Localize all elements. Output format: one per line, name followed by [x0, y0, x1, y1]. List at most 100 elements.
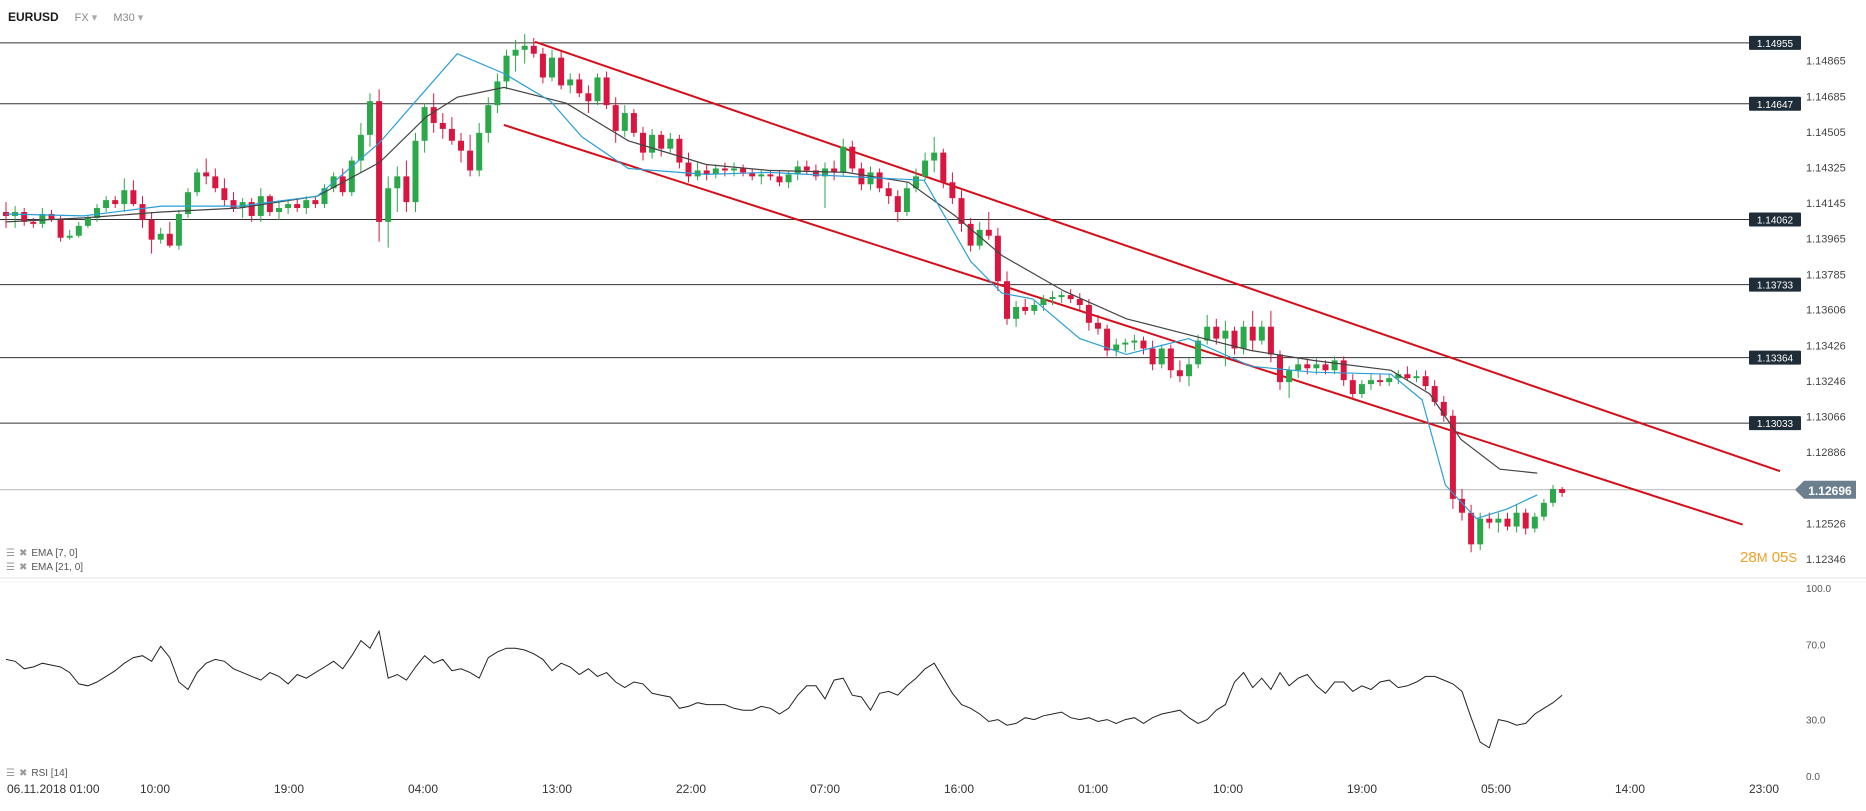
level-tag — [1749, 212, 1801, 227]
candle-body — [630, 113, 637, 133]
candle-body — [30, 221, 37, 224]
candle-body — [1486, 518, 1493, 523]
candle-body — [1286, 370, 1293, 383]
price-tick-label: 1.14145 — [1806, 198, 1846, 210]
candle-body — [903, 188, 910, 212]
price-tick-label: 1.14865 — [1806, 56, 1846, 68]
candle-body — [221, 188, 228, 201]
candle-body — [194, 172, 201, 193]
ema21-label: EMA [21, 0] — [31, 562, 84, 573]
time-axis-label: 04:00 — [408, 782, 438, 796]
candle-body — [594, 77, 601, 102]
market-dropdown[interactable]: FX — [75, 11, 98, 24]
candle-body — [867, 172, 874, 185]
candle-body — [1231, 330, 1238, 349]
candle-body — [485, 105, 492, 133]
settings-icon[interactable]: ☰ — [6, 562, 15, 573]
candle-body — [394, 176, 401, 189]
candle-body — [685, 162, 692, 177]
candle-body — [1085, 304, 1092, 323]
rsi-tick-label: 70.0 — [1806, 640, 1826, 651]
candle-body — [576, 79, 583, 94]
time-axis-label: 16:00 — [944, 782, 974, 796]
candle-body — [958, 198, 965, 224]
candle-body — [1449, 415, 1456, 499]
timeframe-dropdown[interactable]: M30 — [113, 11, 143, 24]
candle-body — [1149, 348, 1156, 365]
countdown-seconds-unit: S — [1788, 550, 1798, 565]
level-tag-label: 1.13364 — [1757, 354, 1794, 365]
candle-body — [385, 188, 392, 222]
remove-icon[interactable]: ✖ — [18, 562, 28, 573]
candle-body — [257, 196, 264, 216]
candle-body — [539, 53, 546, 78]
candle-body — [285, 204, 292, 209]
candle-body — [157, 233, 164, 240]
candle-body — [758, 174, 765, 177]
candle-body — [57, 219, 64, 238]
ema21-legend[interactable]: ☰ ✖ EMA [21, 0] — [6, 562, 83, 573]
current-price-label: 1.12696 — [1808, 484, 1852, 498]
candle-body — [913, 176, 919, 189]
level-tag-label: 1.14647 — [1757, 100, 1794, 111]
price-tick-label: 1.14685 — [1806, 91, 1846, 103]
remove-icon[interactable]: ✖ — [18, 768, 28, 779]
ema21-line — [5, 86, 1538, 474]
settings-icon[interactable]: ☰ — [6, 768, 15, 779]
price-tick-label: 1.12526 — [1806, 518, 1846, 530]
candle-body — [266, 196, 273, 212]
candle-body — [94, 208, 100, 218]
ema7-legend[interactable]: ☰ ✖ EMA [7, 0] — [6, 548, 78, 559]
candle-body — [1067, 295, 1074, 300]
countdown-minutes: 28 — [1740, 549, 1757, 566]
rsi-label: RSI [14] — [31, 768, 68, 779]
candle-body — [1340, 360, 1347, 381]
candle-body — [376, 101, 383, 222]
symbol-label[interactable]: EURUSD — [8, 10, 59, 24]
candle-body — [812, 170, 819, 177]
candle-body — [1495, 518, 1502, 523]
candle-body — [467, 150, 474, 171]
candle-body — [48, 213, 55, 220]
candle-body — [248, 202, 255, 216]
candle-body — [1559, 488, 1566, 493]
candle-body — [1386, 378, 1393, 383]
chart-header: EURUSD FX M30 — [8, 10, 143, 24]
candle-body — [512, 49, 519, 56]
candle-body — [412, 140, 419, 203]
candle-body — [1304, 364, 1311, 369]
level-tag — [1749, 35, 1801, 50]
candle-body — [1422, 376, 1429, 387]
candle-body — [658, 134, 665, 149]
candle-body — [1040, 299, 1047, 305]
time-axis-label: 22:00 — [676, 782, 706, 796]
settings-icon[interactable]: ☰ — [6, 548, 15, 559]
candle-body — [3, 211, 9, 216]
rsi-legend[interactable]: ☰ ✖ RSI [14] — [6, 768, 68, 779]
price-tick-label: 1.13066 — [1806, 412, 1846, 424]
candle-body — [39, 213, 46, 224]
price-tick-label: 1.12346 — [1806, 554, 1846, 566]
candle-body — [640, 132, 646, 153]
candle-body — [239, 202, 246, 209]
candle-body — [876, 172, 883, 189]
candle-body — [703, 170, 710, 175]
time-axis-label: 06.11.2018 01:00 — [7, 782, 100, 796]
candle-body — [367, 101, 373, 135]
remove-icon[interactable]: ✖ — [18, 548, 28, 559]
candle-body — [1131, 340, 1138, 343]
candle-body — [1058, 295, 1065, 298]
candle-body — [749, 172, 756, 177]
candle-body — [840, 146, 847, 173]
candle-body — [1513, 512, 1520, 527]
candle-body — [1031, 304, 1038, 311]
candle-body — [721, 168, 728, 171]
level-tag — [1749, 96, 1801, 111]
candle-body — [1113, 344, 1120, 351]
time-axis-label: 14:00 — [1615, 782, 1645, 796]
rsi-tick-label: 0.0 — [1806, 772, 1820, 783]
level-tag-label: 1.13033 — [1757, 419, 1794, 430]
candle-body — [885, 188, 892, 197]
